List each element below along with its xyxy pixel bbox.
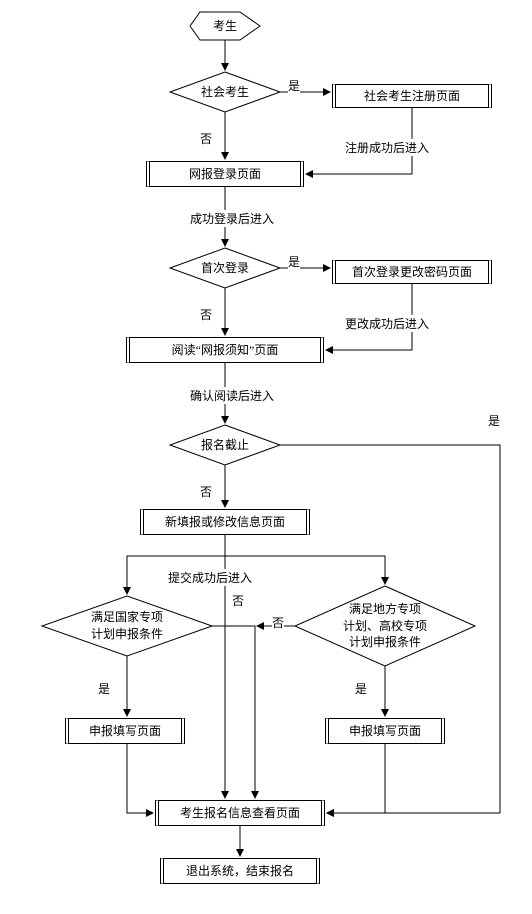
- label-e1: 是: [288, 77, 300, 94]
- label-e14: 是: [355, 680, 367, 697]
- node-d2: 首次登录: [170, 248, 280, 288]
- label-e3: 注册成功后进入: [345, 139, 429, 156]
- label-e5: 是: [288, 253, 300, 270]
- node-r9: 退出系统，结束报名: [160, 858, 320, 884]
- node-r7: 申报填写页面: [325, 718, 445, 744]
- node-d5: 满足地方专项 计划、高校专项 计划申报条件: [295, 586, 475, 666]
- label-e12: 否: [232, 592, 244, 609]
- node-r6: 申报填写页面: [65, 718, 185, 744]
- label-e12b: 否: [272, 614, 284, 631]
- node-r8: 考生报名信息查看页面: [155, 800, 325, 826]
- label-e4: 成功登录后进入: [190, 210, 274, 227]
- label-e10: 否: [200, 483, 212, 500]
- node-start: 考生: [190, 12, 260, 40]
- node-d3: 报名截止: [170, 425, 280, 465]
- label-e2: 否: [200, 130, 212, 147]
- label-e8: 确认阅读后进入: [190, 387, 274, 404]
- label-e9: 是: [488, 412, 500, 429]
- node-d1: 社会考生: [170, 72, 280, 112]
- node-r4: 阅读“网报须知”页面: [126, 337, 324, 363]
- label-e7: 更改成功后进入: [345, 315, 429, 332]
- node-r1: 社会考生注册页面: [332, 84, 492, 108]
- node-d4: 满足国家专项 计划申报条件: [42, 596, 212, 656]
- label-e11: 提交成功后进入: [168, 569, 252, 586]
- node-r5: 新填报或修改信息页面: [140, 509, 310, 535]
- node-r3: 首次登录更改密码页面: [332, 260, 492, 284]
- label-e13: 是: [98, 680, 110, 697]
- label-e6: 否: [200, 306, 212, 323]
- node-r2: 网报登录页面: [146, 161, 304, 187]
